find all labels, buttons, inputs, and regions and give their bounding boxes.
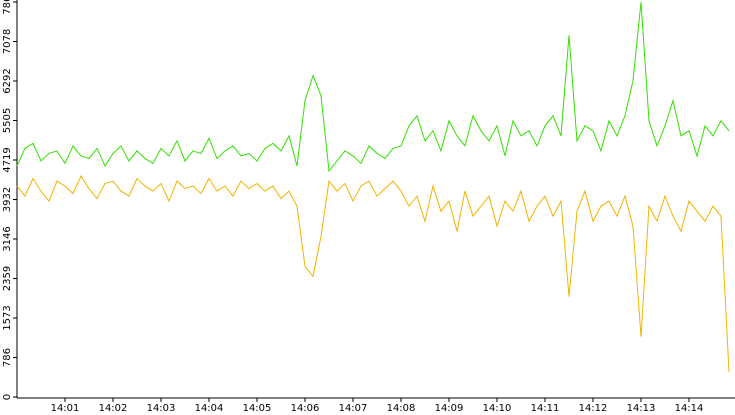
- y-tick-label: 6292: [2, 68, 13, 93]
- y-tick-label: 3146: [2, 226, 13, 251]
- y-tick-label: 3932: [2, 187, 13, 212]
- y-tick-label: 4719: [2, 147, 13, 172]
- x-tick-label: 14:02: [99, 403, 128, 414]
- x-tick-label: 14:13: [627, 403, 656, 414]
- x-tick-label: 14:07: [339, 403, 368, 414]
- x-tick-label: 14:03: [147, 403, 176, 414]
- x-tick-label: 14:09: [435, 403, 464, 414]
- x-tick-label: 14:04: [195, 403, 224, 414]
- y-tick-label: 7078: [2, 29, 13, 54]
- y-tick-label: 5505: [2, 108, 13, 133]
- x-tick-label: 14:14: [675, 403, 704, 414]
- y-tick-label: 1573: [2, 305, 13, 330]
- y-tick-label: 786: [2, 348, 13, 367]
- x-tick-label: 14:05: [243, 403, 272, 414]
- x-tick-label: 14:10: [483, 403, 512, 414]
- y-tick-label: 0: [2, 394, 13, 400]
- x-tick-label: 14:12: [579, 403, 608, 414]
- x-tick-label: 14:06: [291, 403, 320, 414]
- x-tick-label: 14:11: [531, 403, 560, 414]
- y-tick-label: 2359: [2, 266, 13, 291]
- x-tick-label: 14:01: [51, 403, 80, 414]
- y-tick-label: 7865: [2, 0, 13, 15]
- x-tick-label: 14:08: [387, 403, 416, 414]
- series-line: [16, 174, 730, 372]
- series-line: [16, 1, 730, 173]
